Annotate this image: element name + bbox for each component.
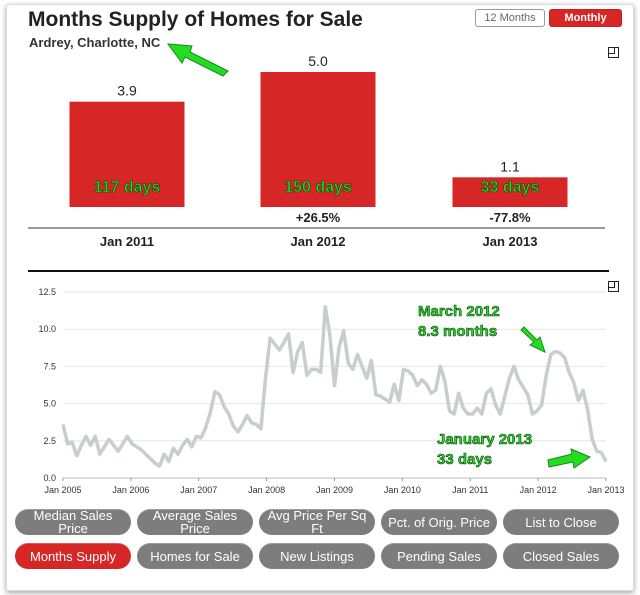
- metric-button-label: Median Sales Price: [33, 508, 113, 536]
- annotation-arrow: [547, 448, 592, 469]
- metric-button-closed-sales[interactable]: Closed Sales: [503, 543, 619, 569]
- annotation-text: January 2013: [437, 431, 532, 448]
- metric-button-new-listings[interactable]: New Listings: [259, 543, 375, 569]
- metric-button-label: New Listings: [280, 548, 354, 564]
- toggle-monthly-button[interactable]: Monthly: [549, 9, 622, 27]
- page-title: Months Supply of Homes for Sale: [28, 8, 363, 31]
- x-tick-label: Jan 2006: [112, 485, 149, 495]
- chart-divider: [28, 270, 609, 272]
- location-subtitle: Ardrey, Charlotte, NC: [29, 35, 161, 50]
- metric-button-median-sales-price[interactable]: Median Sales Price: [15, 509, 131, 535]
- annotation-arrow: [520, 326, 546, 353]
- annotation-text: March 2012: [418, 303, 500, 320]
- x-tick-label: Jan 2013: [483, 234, 538, 249]
- x-tick-label: Jan 2011: [452, 485, 488, 495]
- metric-button-label: Closed Sales: [522, 548, 600, 564]
- metric-button-label: List to Close: [525, 514, 597, 530]
- annotation-arrow: [166, 43, 229, 77]
- metric-button-label: Pct. of Orig. Price: [388, 514, 490, 530]
- x-tick-label: Jan 2010: [384, 485, 421, 495]
- bar: [452, 177, 568, 207]
- bar-value-label: 1.1: [500, 158, 520, 174]
- metric-button-label: Average Sales Price: [152, 508, 238, 536]
- bar-chart: 3.9 117 days Jan 2011 5.0 150 days +26.5% Jan …: [28, 43, 605, 249]
- y-tick-label: 0.0: [43, 473, 56, 483]
- x-tick-label: Jan 2007: [180, 485, 217, 495]
- line-chart: 0.0 2.5 5.0 7.5 10.0 12.5 Jan 2005 Jan 2006 Jan …: [38, 287, 624, 495]
- x-tick-label: Jan 2012: [520, 485, 557, 495]
- x-tick-label: Jan 2005: [44, 485, 81, 495]
- metric-button-label: Months Supply: [30, 548, 116, 564]
- days-annotation: 150 days: [284, 179, 352, 196]
- toggle-12-months-button[interactable]: 12 Months: [475, 9, 545, 27]
- x-tick-label: Jan 2013: [587, 485, 624, 495]
- x-tick-label: Jan 2009: [316, 485, 353, 495]
- expand-line-chart-icon[interactable]: [608, 281, 619, 292]
- bar-value-label: 3.9: [117, 83, 137, 99]
- y-tick-label: 5.0: [43, 399, 56, 409]
- annotation-text: 33 days: [437, 451, 492, 468]
- metric-button-months-supply[interactable]: Months Supply: [15, 543, 131, 569]
- series-line: [61, 305, 608, 468]
- metric-button-label: Avg Price Per Sq Ft: [267, 508, 367, 536]
- metric-button-label: Pending Sales: [397, 548, 481, 564]
- metric-button-pct-of-orig-price[interactable]: Pct. of Orig. Price: [381, 509, 497, 535]
- x-tick-label: Jan 2012: [291, 234, 346, 249]
- y-tick-label: 2.5: [43, 436, 56, 446]
- x-tick-label: Jan 2008: [248, 485, 285, 495]
- days-annotation: 33 days: [481, 179, 540, 196]
- x-tick-label: Jan 2011: [100, 234, 154, 249]
- days-annotation: 117 days: [94, 179, 161, 196]
- y-tick-label: 12.5: [38, 287, 56, 297]
- metric-button-list-to-close[interactable]: List to Close: [503, 509, 619, 535]
- bar: [260, 72, 376, 207]
- metric-button-homes-for-sale[interactable]: Homes for Sale: [137, 543, 253, 569]
- arrow-shape: [166, 43, 229, 77]
- y-tick-label: 10.0: [38, 324, 56, 334]
- expand-bar-chart-icon[interactable]: [608, 47, 619, 58]
- y-tick-label: 7.5: [43, 361, 56, 371]
- annotation-text: 8.3 months: [418, 323, 497, 340]
- metric-button-label: Homes for Sale: [150, 548, 240, 564]
- metric-button-average-sales-price[interactable]: Average Sales Price: [137, 509, 253, 535]
- change-label: -77.8%: [489, 210, 531, 225]
- metric-button-pending-sales[interactable]: Pending Sales: [381, 543, 497, 569]
- bar: [69, 101, 185, 207]
- metric-button-avg-price-per-sq-ft[interactable]: Avg Price Per Sq Ft: [259, 509, 375, 535]
- change-label: +26.5%: [296, 210, 341, 225]
- bar-value-label: 5.0: [308, 53, 328, 69]
